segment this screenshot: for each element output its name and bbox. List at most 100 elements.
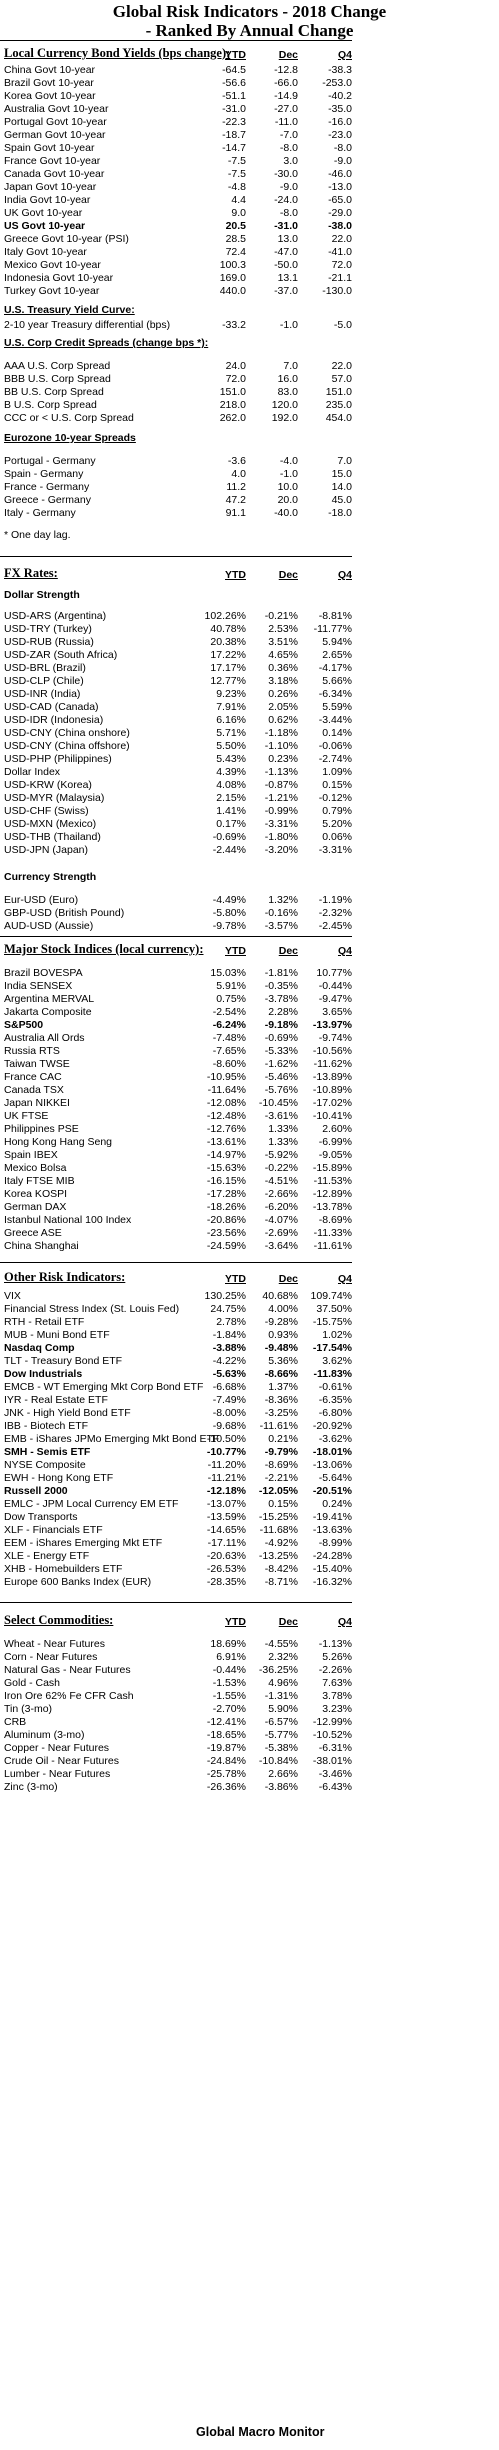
ytd-value: -12.08% bbox=[206, 1097, 246, 1109]
q4-value: -16.32% bbox=[312, 1576, 352, 1588]
dec-value: -0.69% bbox=[264, 1032, 298, 1044]
table-row: Australia All Ords -7.48% -0.69% -9.74% bbox=[0, 1032, 499, 1045]
ytd-value: 15.03% bbox=[210, 967, 246, 979]
table-row: USD-ZAR (South Africa) 17.22% 4.65% 2.65% bbox=[0, 649, 499, 662]
row-label: Greece Govt 10-year (PSI) bbox=[4, 233, 129, 245]
q4-value: 3.23% bbox=[322, 1703, 352, 1715]
dec-value: -4.0 bbox=[279, 455, 298, 467]
dec-value: 2.28% bbox=[268, 1006, 298, 1018]
q4-value: -18.0 bbox=[328, 507, 352, 519]
ytd-value: -0.44% bbox=[212, 1664, 246, 1676]
row-label: Italy FTSE MIB bbox=[4, 1175, 75, 1187]
table-row: Greece - Germany 47.2 20.0 45.0 bbox=[0, 494, 499, 507]
curve-section-title: U.S. Treasury Yield Curve: bbox=[4, 304, 135, 316]
table-row: Korea Govt 10-year -51.1 -14.9 -40.2 bbox=[0, 90, 499, 103]
row-label: MUB - Muni Bond ETF bbox=[4, 1329, 110, 1341]
row-label: S&P500 bbox=[4, 1019, 44, 1031]
q4-value: -10.56% bbox=[312, 1045, 352, 1057]
dec-value: 0.23% bbox=[268, 753, 298, 765]
table-row: XLF - Financials ETF -14.65% -11.68% -13.63… bbox=[0, 1524, 499, 1537]
dec-value: 13.1 bbox=[277, 272, 298, 284]
column-header-dec: Dec bbox=[278, 1616, 298, 1628]
table-row: Financial Stress Index (St. Louis Fed) 24… bbox=[0, 1303, 499, 1316]
table-row: USD-ARS (Argentina) 102.26% -0.21% -8.81% bbox=[0, 610, 499, 623]
q4-value: -4.17% bbox=[318, 662, 352, 674]
q4-value: -2.45% bbox=[318, 920, 352, 932]
ytd-value: -25.78% bbox=[206, 1768, 246, 1780]
dec-value: -9.0 bbox=[279, 181, 298, 193]
stocks-section-title: Major Stock Indices (local currency): bbox=[4, 942, 204, 956]
q4-value: 5.66% bbox=[322, 675, 352, 687]
row-label: Greece - Germany bbox=[4, 494, 91, 506]
dec-value: -2.66% bbox=[264, 1188, 298, 1200]
ytd-value: -14.7 bbox=[222, 142, 246, 154]
ytd-value: -10.77% bbox=[206, 1446, 246, 1458]
dec-value: -8.42% bbox=[264, 1563, 298, 1575]
dec-value: -9.18% bbox=[264, 1019, 298, 1031]
dec-value: 5.90% bbox=[268, 1703, 298, 1715]
table-row: B U.S. Corp Spread 218.0 120.0 235.0 bbox=[0, 399, 499, 412]
ytd-value: -9.68% bbox=[212, 1420, 246, 1432]
table-row: France Govt 10-year -7.5 3.0 -9.0 bbox=[0, 155, 499, 168]
row-label: Mexico Bolsa bbox=[4, 1162, 67, 1174]
row-label: India SENSEX bbox=[4, 980, 73, 992]
dec-value: -5.46% bbox=[264, 1071, 298, 1083]
dec-value: -1.62% bbox=[264, 1058, 298, 1070]
table-row: Japan Govt 10-year -4.8 -9.0 -13.0 bbox=[0, 181, 499, 194]
table-row: Dow Transports -13.59% -15.25% -19.41% bbox=[0, 1511, 499, 1524]
dec-value: 83.0 bbox=[277, 386, 298, 398]
q4-value: 37.50% bbox=[316, 1303, 352, 1315]
ytd-value: -8.00% bbox=[212, 1407, 246, 1419]
q4-value: -19.41% bbox=[312, 1511, 352, 1523]
q4-value: -17.02% bbox=[312, 1097, 352, 1109]
table-row: Crude Oil - Near Futures -24.84% -10.84% -3… bbox=[0, 1755, 499, 1768]
dec-value: -1.18% bbox=[264, 727, 298, 739]
q4-value: -12.89% bbox=[312, 1188, 352, 1200]
table-row: Istanbul National 100 Index -20.86% -4.07%… bbox=[0, 1214, 499, 1227]
table-row: IYR - Real Estate ETF -7.49% -8.36% -6.35% bbox=[0, 1394, 499, 1407]
row-label: AUD-USD (Aussie) bbox=[4, 920, 94, 932]
row-label: German Govt 10-year bbox=[4, 129, 106, 141]
table-row: USD-CLP (Chile) 12.77% 3.18% 5.66% bbox=[0, 675, 499, 688]
q4-value: -8.99% bbox=[318, 1537, 352, 1549]
table-row: Spain Govt 10-year -14.7 -8.0 -8.0 bbox=[0, 142, 499, 155]
row-label: Eur-USD (Euro) bbox=[4, 894, 79, 906]
ytd-value: -2.44% bbox=[212, 844, 246, 856]
dec-value: -3.31% bbox=[264, 818, 298, 830]
ytd-value: 5.50% bbox=[216, 740, 246, 752]
dec-value: -2.69% bbox=[264, 1227, 298, 1239]
q4-value: -20.92% bbox=[312, 1420, 352, 1432]
table-row: JNK - High Yield Bond ETF -8.00% -3.25% -6.… bbox=[0, 1407, 499, 1420]
q4-value: -35.0 bbox=[328, 103, 352, 115]
q4-value: -13.63% bbox=[312, 1524, 352, 1536]
dec-value: 1.32% bbox=[268, 894, 298, 906]
row-label: EMCB - WT Emerging Mkt Corp Bond ETF bbox=[4, 1381, 204, 1393]
q4-value: -10.41% bbox=[312, 1110, 352, 1122]
dec-value: -8.0 bbox=[279, 142, 298, 154]
dec-value: 20.0 bbox=[277, 494, 298, 506]
row-label: TLT - Treasury Bond ETF bbox=[4, 1355, 123, 1367]
q4-value: -253.0 bbox=[322, 77, 352, 89]
column-header-dec: Dec bbox=[278, 1273, 298, 1285]
dec-value: -37.0 bbox=[274, 285, 298, 297]
row-label: Nasdaq Comp bbox=[4, 1342, 75, 1354]
table-row: Nasdaq Comp -3.88% -9.48% -17.54% bbox=[0, 1342, 499, 1355]
dec-value: -9.28% bbox=[264, 1316, 298, 1328]
dec-value: -31.0 bbox=[274, 220, 298, 232]
ytd-value: -4.22% bbox=[212, 1355, 246, 1367]
dec-value: -2.21% bbox=[264, 1472, 298, 1484]
dec-value: -8.0 bbox=[279, 207, 298, 219]
ytd-value: -14.97% bbox=[206, 1149, 246, 1161]
dec-value: -13.25% bbox=[258, 1550, 298, 1562]
table-row: EWH - Hong Kong ETF -11.21% -2.21% -5.64% bbox=[0, 1472, 499, 1485]
ytd-value: 11.2 bbox=[226, 481, 246, 493]
ytd-value: -24.84% bbox=[206, 1755, 246, 1767]
ytd-value: -11.20% bbox=[207, 1459, 246, 1471]
row-label: Canada Govt 10-year bbox=[4, 168, 105, 180]
ytd-value: 5.43% bbox=[216, 753, 246, 765]
table-row: USD-MXN (Mexico) 0.17% -3.31% 5.20% bbox=[0, 818, 499, 831]
row-label: Italy - Germany bbox=[4, 507, 76, 519]
q4-value: -130.0 bbox=[322, 285, 352, 297]
q4-value: 14.0 bbox=[331, 481, 352, 493]
ytd-value: 12.77% bbox=[210, 675, 246, 687]
